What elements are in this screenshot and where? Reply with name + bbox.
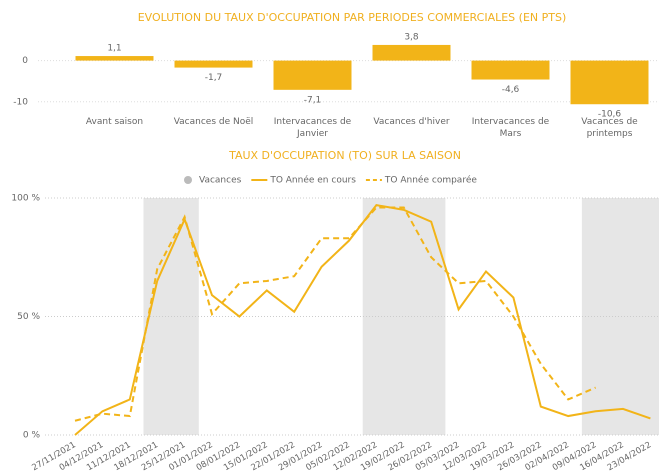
y-tick-label: 0 [22, 56, 28, 66]
x-tick-label: Vacances de printemps [581, 117, 638, 139]
x-tick-label: Intervacances de Janvier [273, 117, 352, 139]
y-tick-label: 0 % [23, 431, 41, 441]
y-tick-label: -10 [13, 97, 28, 107]
bar [471, 60, 550, 80]
y-tick-label: 100 % [11, 194, 40, 204]
legend-label: TO Année en cours [269, 175, 356, 186]
bar [174, 60, 253, 68]
chart-title: TAUX D'OCCUPATION (TO) SUR LA SAISON [228, 149, 461, 162]
vacation-band [609, 198, 638, 435]
bar [75, 56, 154, 61]
bar [273, 60, 352, 90]
bar [570, 60, 649, 105]
data-label: -10,6 [598, 110, 622, 120]
x-tick-label: Vacances d'hiver [373, 117, 450, 127]
data-label: 3,8 [404, 32, 419, 42]
x-tick-label: Avant saison [85, 117, 144, 127]
vacation-band [636, 198, 659, 435]
bar [372, 44, 451, 61]
y-tick-label: 50 % [17, 312, 40, 322]
line-series [74, 204, 651, 436]
data-label: -1,7 [205, 73, 223, 83]
x-tick-label: Intervacances de Mars [471, 117, 550, 139]
vacation-band [581, 198, 610, 435]
data-label: -4,6 [502, 85, 520, 95]
vacation-band [362, 198, 391, 435]
chart-title: EVOLUTION DU TAUX D'OCCUPATION PAR PERIO… [138, 11, 567, 24]
legend-swatch [184, 176, 192, 184]
line-series [74, 206, 596, 422]
legend-label: TO Année comparée [384, 175, 477, 186]
x-tick-label: Vacances de Noël [173, 117, 254, 127]
data-label: 1,1 [107, 44, 121, 54]
legend-label: Vacances [199, 176, 242, 186]
vacation-band [417, 198, 446, 435]
vacation-band [390, 198, 418, 435]
data-label: -7,1 [304, 95, 322, 105]
